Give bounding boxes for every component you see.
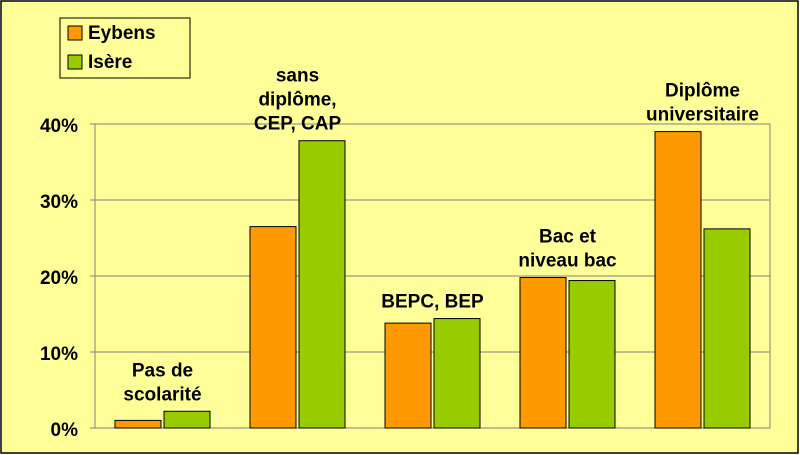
legend-swatch xyxy=(67,25,83,41)
y-tick-label: 10% xyxy=(40,344,78,365)
bar xyxy=(384,322,432,429)
category-label: sans diplôme, CEP, CAP xyxy=(254,66,342,135)
bar xyxy=(703,228,751,429)
bar xyxy=(568,280,616,429)
category-label: Bac et niveau bac xyxy=(518,227,617,272)
category-label: BEPC, BEP xyxy=(381,292,484,313)
category-label: Diplôme universitaire xyxy=(646,81,759,126)
bar xyxy=(433,318,481,429)
bar xyxy=(298,140,346,429)
legend-label: Isère xyxy=(88,52,132,73)
bar xyxy=(519,277,567,429)
category-label: Pas de scolarité xyxy=(123,360,201,405)
bar xyxy=(654,131,702,429)
legend-label: Eybens xyxy=(88,23,156,44)
y-tick-label: 0% xyxy=(51,420,79,441)
legend-swatch xyxy=(67,54,83,70)
y-tick-label: 30% xyxy=(40,192,78,213)
bar xyxy=(163,410,211,429)
y-tick-label: 20% xyxy=(40,268,78,289)
y-tick-label: 40% xyxy=(40,116,78,137)
bar xyxy=(249,226,297,429)
bar xyxy=(114,419,162,429)
